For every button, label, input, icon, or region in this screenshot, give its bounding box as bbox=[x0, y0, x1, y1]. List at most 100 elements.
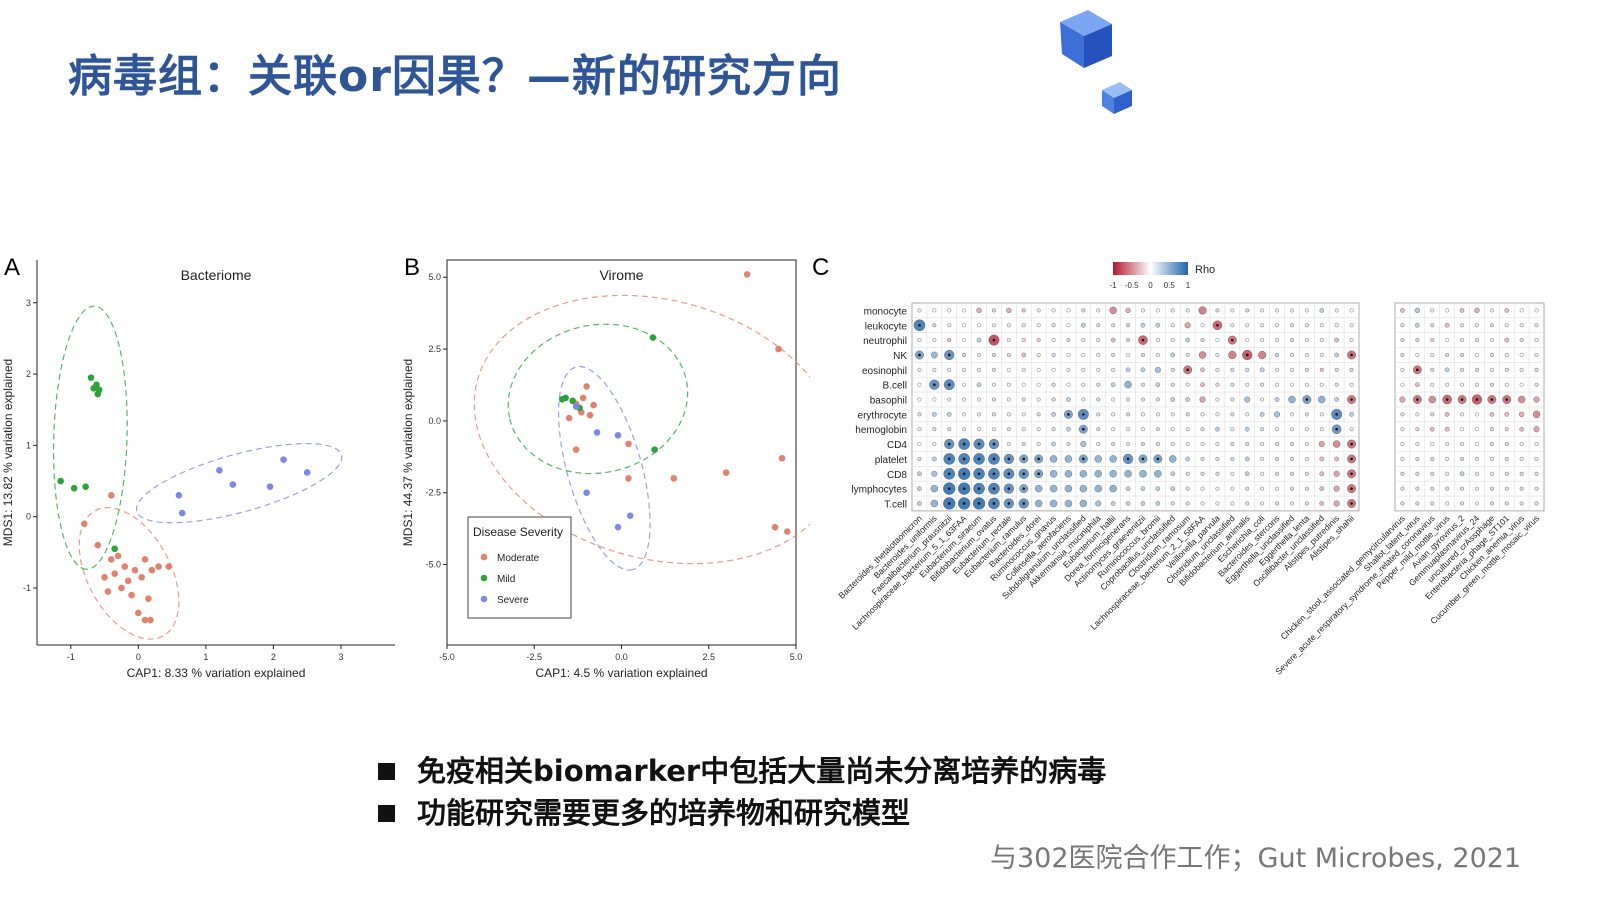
corr-dot bbox=[1474, 471, 1479, 476]
data-point-severe bbox=[280, 456, 287, 463]
corr-dot bbox=[1096, 323, 1101, 328]
corr-dot bbox=[1051, 367, 1056, 372]
significance-mark bbox=[1007, 487, 1011, 490]
corr-dot bbox=[1170, 308, 1175, 313]
corr-dot bbox=[1459, 471, 1465, 477]
corr-dot bbox=[1260, 382, 1265, 387]
corr-dot bbox=[1155, 501, 1161, 506]
corr-dot bbox=[1288, 395, 1296, 404]
corr-dot bbox=[1474, 338, 1479, 343]
corr-dot bbox=[1289, 382, 1294, 387]
corr-dot bbox=[1504, 427, 1509, 432]
corr-dot bbox=[1504, 471, 1509, 476]
corr-dot bbox=[917, 308, 922, 313]
corr-dot bbox=[1534, 442, 1539, 447]
corr-dot bbox=[1096, 352, 1101, 357]
corr-dot bbox=[1094, 470, 1102, 478]
corr-dot bbox=[1275, 338, 1280, 343]
significance-mark bbox=[1037, 457, 1040, 461]
corr-dot bbox=[917, 397, 922, 402]
confidence-ellipse-severe bbox=[558, 365, 651, 571]
corr-dot bbox=[1244, 396, 1251, 403]
corr-dot bbox=[1428, 395, 1436, 404]
corr-dot bbox=[1289, 486, 1294, 491]
corr-dot bbox=[1036, 308, 1041, 313]
corr-dot bbox=[1517, 395, 1526, 404]
corr-dot bbox=[1519, 471, 1524, 476]
data-point-moderate bbox=[778, 454, 786, 462]
corr-dot bbox=[930, 484, 939, 493]
corr-dot bbox=[1170, 427, 1175, 432]
corr-dot bbox=[917, 427, 922, 432]
corr-dot bbox=[1504, 456, 1509, 461]
corr-dot bbox=[1260, 323, 1265, 328]
corr-dot bbox=[1079, 470, 1088, 478]
corr-dot bbox=[962, 367, 967, 372]
significance-mark bbox=[992, 487, 996, 490]
corr-dot bbox=[1474, 352, 1479, 357]
corr-dot bbox=[1504, 367, 1509, 372]
data-point-moderate bbox=[625, 440, 632, 448]
corr-dot bbox=[991, 323, 996, 328]
data-point-moderate bbox=[111, 570, 118, 578]
corr-dot bbox=[1051, 308, 1056, 313]
corr-dot bbox=[1081, 322, 1086, 328]
corr-dot bbox=[1051, 338, 1056, 343]
bacteriome-chart: Bacteriome -1 0 1 2 3 -1 0 1 2 3 CAP1: 8.33 % varia… bbox=[1, 260, 395, 680]
data-point-moderate bbox=[783, 528, 791, 535]
corr-dot bbox=[917, 501, 922, 506]
corr-dot bbox=[1140, 486, 1146, 491]
corr-dot bbox=[1111, 352, 1116, 357]
corr-dot bbox=[1081, 397, 1086, 402]
corr-dot bbox=[917, 442, 922, 447]
x-tick-label: 0 bbox=[136, 652, 141, 662]
corr-dot bbox=[1504, 308, 1510, 313]
corr-dot bbox=[1319, 308, 1325, 313]
correlation-heatmap: Rho -1 -0.5 0 0.5 1 monocyte leukocyte neutrophi… bbox=[836, 262, 1545, 677]
corr-dot bbox=[1289, 427, 1294, 432]
corr-dot bbox=[1289, 456, 1294, 461]
corr-dot bbox=[1096, 308, 1101, 313]
corr-dot bbox=[1519, 382, 1524, 387]
corr-dot bbox=[1489, 352, 1494, 357]
corr-dot bbox=[1474, 501, 1479, 506]
row-label: platelet bbox=[875, 455, 907, 466]
corr-dot bbox=[1185, 337, 1190, 343]
corr-dot bbox=[1049, 455, 1058, 463]
corr-dot bbox=[1304, 442, 1309, 447]
data-point-mild bbox=[70, 484, 78, 492]
significance-mark bbox=[1067, 413, 1070, 416]
data-point-moderate bbox=[124, 577, 132, 585]
corr-dot bbox=[1066, 382, 1071, 387]
corr-dot bbox=[1170, 352, 1176, 358]
corr-dot bbox=[1275, 427, 1280, 432]
significance-mark bbox=[1305, 398, 1309, 401]
colorbar-tick: 0.5 bbox=[1164, 281, 1176, 290]
corr-dot bbox=[991, 412, 996, 417]
corr-dot bbox=[1258, 350, 1267, 360]
corr-dot bbox=[932, 308, 937, 313]
corr-dot bbox=[1275, 382, 1280, 387]
corr-dot bbox=[1155, 308, 1160, 313]
y-axis-label: MDS1: 13.82 % variation explained bbox=[1, 359, 15, 546]
corr-dot bbox=[1415, 412, 1420, 417]
corr-dot bbox=[1445, 442, 1450, 447]
corr-dot bbox=[1489, 367, 1494, 372]
corr-dot bbox=[1124, 470, 1132, 478]
corr-dot bbox=[1215, 471, 1220, 476]
data-point-moderate bbox=[101, 573, 108, 581]
corr-dot bbox=[1259, 412, 1265, 417]
significance-mark bbox=[992, 338, 996, 342]
significance-mark bbox=[1350, 487, 1353, 490]
corr-dot bbox=[1006, 442, 1011, 447]
corr-dot bbox=[1534, 323, 1539, 328]
corr-dot bbox=[1230, 427, 1235, 432]
data-point-moderate bbox=[155, 563, 162, 570]
corr-dot bbox=[1200, 456, 1205, 461]
data-point-mild bbox=[111, 545, 118, 553]
corr-dot bbox=[1185, 412, 1190, 417]
corr-dot bbox=[977, 397, 982, 402]
data-point-mild bbox=[87, 374, 95, 381]
corr-dot bbox=[1111, 427, 1116, 432]
data-point-moderate bbox=[141, 616, 149, 624]
